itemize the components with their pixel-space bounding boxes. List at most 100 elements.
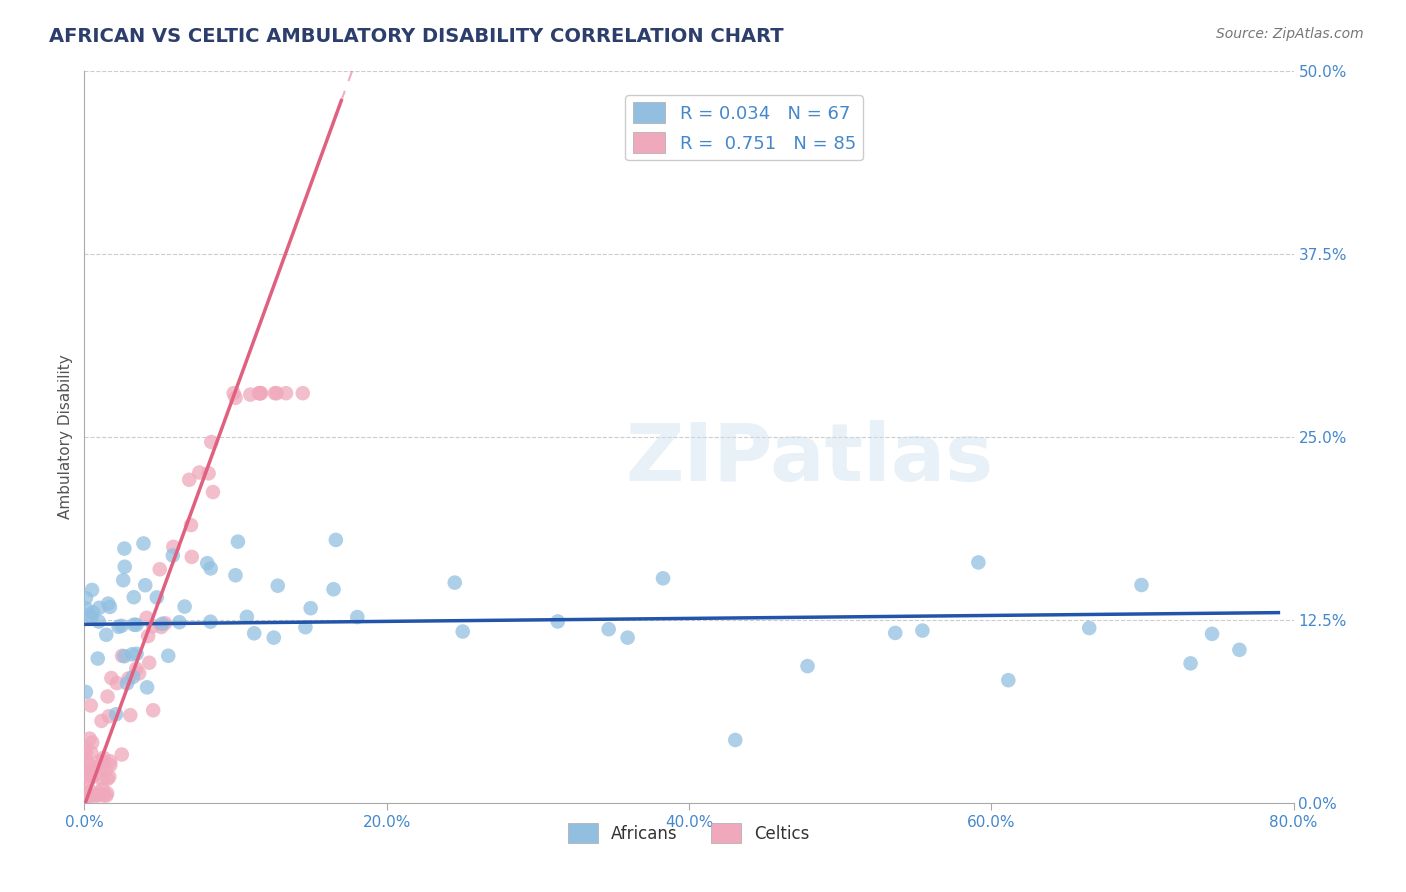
Point [96,789,118,803]
Point [75,591,97,605]
Point [87,786,110,800]
Point [94,763,117,777]
Text: ZIPatlas: ZIPatlas [626,420,994,498]
Point [226,534,249,549]
Point [80,770,103,784]
Point [75,747,97,761]
Point [264,386,287,401]
Point [142,703,165,717]
Point [87,651,110,665]
Point [79,772,101,786]
Point [79,789,101,803]
Point [266,386,288,401]
Point [136,629,159,643]
Point [443,575,465,590]
Point [77,766,100,780]
Point [149,562,172,576]
Point [83,768,105,782]
Point [76,789,98,803]
Point [136,681,159,695]
Point [236,609,259,624]
Point [200,615,222,629]
Point [346,610,368,624]
Point [239,387,262,401]
Point [1180,657,1202,671]
Point [146,591,169,605]
Point [98,599,121,614]
Point [112,573,135,587]
Point [75,789,97,803]
Point [80,745,103,759]
Point [291,386,314,401]
Point [96,628,118,642]
Point [114,559,136,574]
Point [77,789,100,803]
Point [547,615,569,629]
Point [112,649,135,664]
Point [125,662,148,676]
Point [1229,642,1251,657]
Point [884,626,907,640]
Point [180,549,202,564]
Point [911,624,934,638]
Point [80,610,103,624]
Point [250,386,273,401]
Legend: Africans, Celtics: Africans, Celtics [561,817,817,849]
Point [75,786,97,800]
Point [274,386,297,401]
Point [997,673,1019,688]
Point [93,751,115,765]
Point [83,760,105,774]
Point [84,789,107,803]
Point [90,772,112,786]
Point [117,672,139,686]
Point [1130,578,1153,592]
Point [80,789,103,803]
Point [150,620,173,634]
Point [76,789,98,803]
Point [179,473,201,487]
Point [79,731,101,746]
Point [150,616,173,631]
Point [299,601,322,615]
Point [967,556,990,570]
Point [82,606,104,620]
Point [169,615,191,630]
Point [75,741,97,756]
Point [153,616,176,631]
Point [75,789,97,803]
Point [77,769,100,783]
Point [162,540,184,554]
Point [451,624,474,639]
Point [247,386,270,401]
Point [200,561,222,575]
Point [1078,621,1101,635]
Point [75,789,97,803]
Point [76,764,98,779]
Point [97,690,120,704]
Point [325,533,347,547]
Point [128,666,150,681]
Point [89,755,111,769]
Point [75,601,97,615]
Point [201,485,224,500]
Point [80,582,103,597]
Point [76,770,98,784]
Point [115,676,138,690]
Point [96,786,118,800]
Point [267,579,290,593]
Point [724,733,747,747]
Point [75,685,97,699]
Y-axis label: Ambulatory Disability: Ambulatory Disability [58,355,73,519]
Point [75,754,97,768]
Point [652,571,675,585]
Point [77,608,100,623]
Point [598,622,620,636]
Point [98,754,121,768]
Point [263,631,285,645]
Point [243,626,266,640]
Point [91,754,114,768]
Point [100,671,122,685]
Point [97,597,120,611]
Point [80,698,103,713]
